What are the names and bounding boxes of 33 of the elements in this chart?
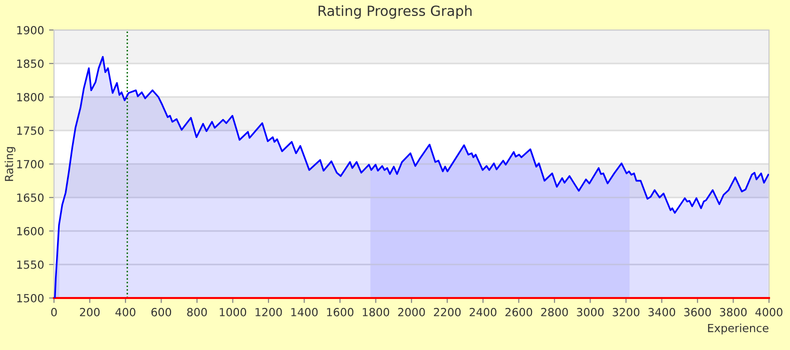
x-tick-label: 2000: [398, 308, 425, 316]
x-tick-label: 3200: [612, 308, 640, 316]
x-tick-label: 400: [115, 308, 136, 316]
x-tick-label: 1800: [362, 308, 390, 316]
x-tick-label: 1200: [256, 308, 282, 316]
x-axis-title: Experience: [708, 324, 768, 334]
x-tick-label: 3400: [648, 308, 676, 316]
y-tick-label: 1750: [17, 126, 44, 135]
y-tick-label: 1500: [17, 294, 44, 302]
x-tick-label: 200: [80, 308, 100, 316]
x-tick-label: 1600: [327, 308, 354, 316]
x-tick-label: 800: [187, 308, 207, 316]
x-tick-label: 600: [151, 308, 172, 316]
y-tick-label: 1600: [17, 226, 44, 236]
x-tick-label: 2400: [470, 308, 496, 316]
y-tick-label: 1650: [17, 193, 44, 202]
y-tick-label: 1550: [17, 260, 44, 269]
x-tick-label: 2200: [434, 308, 461, 316]
x-tick-label: 0: [51, 308, 57, 316]
chart-title: Rating Progress Graph: [318, 5, 472, 19]
x-tick-label: 1000: [220, 308, 246, 316]
x-tick-label: 3600: [684, 308, 711, 316]
x-tick-label: 2600: [505, 308, 532, 316]
x-tick-label: 2800: [541, 308, 568, 316]
y-tick-label: 1700: [17, 160, 44, 168]
y-tick-label: 1900: [17, 26, 44, 34]
x-tick-label: 3000: [576, 308, 604, 316]
x-tick-label: 3800: [720, 308, 747, 316]
y-tick-label: 1850: [17, 59, 44, 68]
x-tick-label: 1400: [291, 308, 318, 316]
x-tick-label: 4000: [755, 308, 782, 316]
y-axis-title: Rating: [4, 147, 16, 181]
y-tick-label: 1800: [17, 92, 44, 102]
